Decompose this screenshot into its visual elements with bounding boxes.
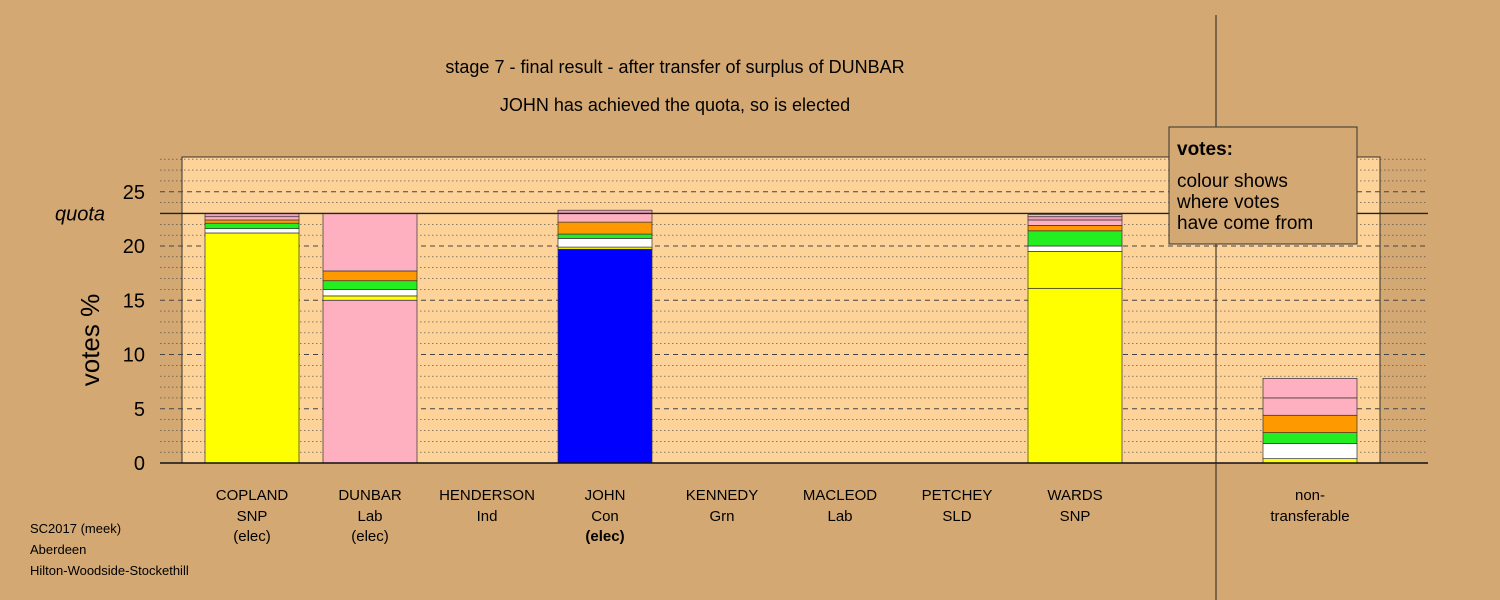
category-copland-status: (elec) <box>233 528 271 545</box>
bar-john-segment <box>557 213 653 223</box>
bar-john-segment <box>557 248 653 464</box>
y-axis-label: votes % <box>75 294 105 387</box>
category-copland-party: SNP <box>237 508 268 525</box>
category-kennedy-party: Grn <box>709 508 734 525</box>
y-tick-label: 10 <box>123 345 145 367</box>
category-dunbar-status: (elec) <box>351 528 389 545</box>
category-macleod-name: MACLEOD <box>803 487 877 504</box>
bar-dunbar-segment <box>322 270 418 282</box>
axis-layer: 0 5 10 15 20 25 quota COPLAND SNP (elec) DUNBAR Lab… <box>55 15 1428 600</box>
legend-line-1: colour shows <box>1177 171 1288 192</box>
bar-wards-segment <box>1027 225 1123 232</box>
bar-dunbar-segment <box>322 299 418 464</box>
category-nontransferable-label: non- <box>1295 487 1325 504</box>
bars-layer <box>204 209 1358 464</box>
y-tick-label: 5 <box>134 399 145 421</box>
bar-dunbar-segment <box>322 280 418 290</box>
chart-title: stage 7 - final result - after transfer … <box>445 57 904 77</box>
y-tick-label: 25 <box>123 182 145 204</box>
category-wards-party: SNP <box>1060 508 1091 525</box>
bar-nontransferable-segment <box>1262 443 1358 460</box>
category-kennedy-name: KENNEDY <box>686 487 759 504</box>
category-petchey-party: SLD <box>942 508 971 525</box>
category-dunbar-name: DUNBAR <box>338 487 402 504</box>
bar-dunbar-segment <box>322 295 418 301</box>
category-henderson-name: HENDERSON <box>439 487 535 504</box>
legend: votes: colour shows where votes have com… <box>1168 126 1358 245</box>
bar-wards-segment <box>1027 287 1123 464</box>
bar-copland-segment <box>204 232 300 464</box>
category-petchey-name: PETCHEY <box>922 487 993 504</box>
bar-john-segment <box>557 238 653 248</box>
bar-dunbar-segment <box>322 289 418 297</box>
footer-line-election: SC2017 (meek) <box>30 521 122 536</box>
category-nontransferable-label: transferable <box>1270 508 1349 525</box>
category-john-party: Con <box>591 508 619 525</box>
y-tick-label: 20 <box>123 236 145 258</box>
chart-subtitle: JOHN has achieved the quota, so is elect… <box>500 95 850 115</box>
bar-nontransferable-segment <box>1262 378 1358 399</box>
category-wards-name: WARDS <box>1047 487 1102 504</box>
category-dunbar-party: Lab <box>357 508 382 525</box>
category-copland-name: COPLAND <box>216 487 289 504</box>
legend-title: votes: <box>1177 139 1233 160</box>
category-macleod-party: Lab <box>827 508 852 525</box>
footer-info: SC2017 (meek) Aberdeen Hilton-Woodside-S… <box>30 518 189 581</box>
footer-line-council: Aberdeen <box>30 542 87 557</box>
quota-label: quota <box>55 203 105 225</box>
bar-copland-segment <box>204 228 300 234</box>
bar-wards-segment <box>1027 214 1123 218</box>
legend-box <box>1168 126 1358 245</box>
bar-john-segment <box>557 221 653 235</box>
bar-nontransferable-segment <box>1262 432 1358 444</box>
legend-line-3: have come from <box>1177 213 1313 234</box>
bar-wards-segment <box>1027 251 1123 289</box>
legend-line-2: where votes <box>1176 192 1279 213</box>
category-john-status: (elec) <box>585 528 624 545</box>
y-tick-label: 15 <box>123 290 145 312</box>
bar-wards-segment <box>1027 216 1123 221</box>
bar-wards-segment <box>1027 230 1123 247</box>
category-john-name: JOHN <box>585 487 626 504</box>
footer-line-ward: Hilton-Woodside-Stockethill <box>30 563 189 578</box>
bar-wards-segment <box>1027 219 1123 226</box>
bar-nontransferable-segment <box>1262 397 1358 416</box>
bar-copland-segment <box>204 216 300 221</box>
bar-wards-segment <box>1027 245 1123 252</box>
category-henderson-party: Ind <box>477 508 498 525</box>
bar-copland-segment <box>204 219 300 224</box>
y-tick-label: 0 <box>134 453 145 475</box>
bar-nontransferable-segment <box>1262 414 1358 433</box>
bar-john-segment <box>557 233 653 239</box>
bar-dunbar-segment <box>322 213 418 272</box>
bar-copland-segment <box>204 222 300 229</box>
